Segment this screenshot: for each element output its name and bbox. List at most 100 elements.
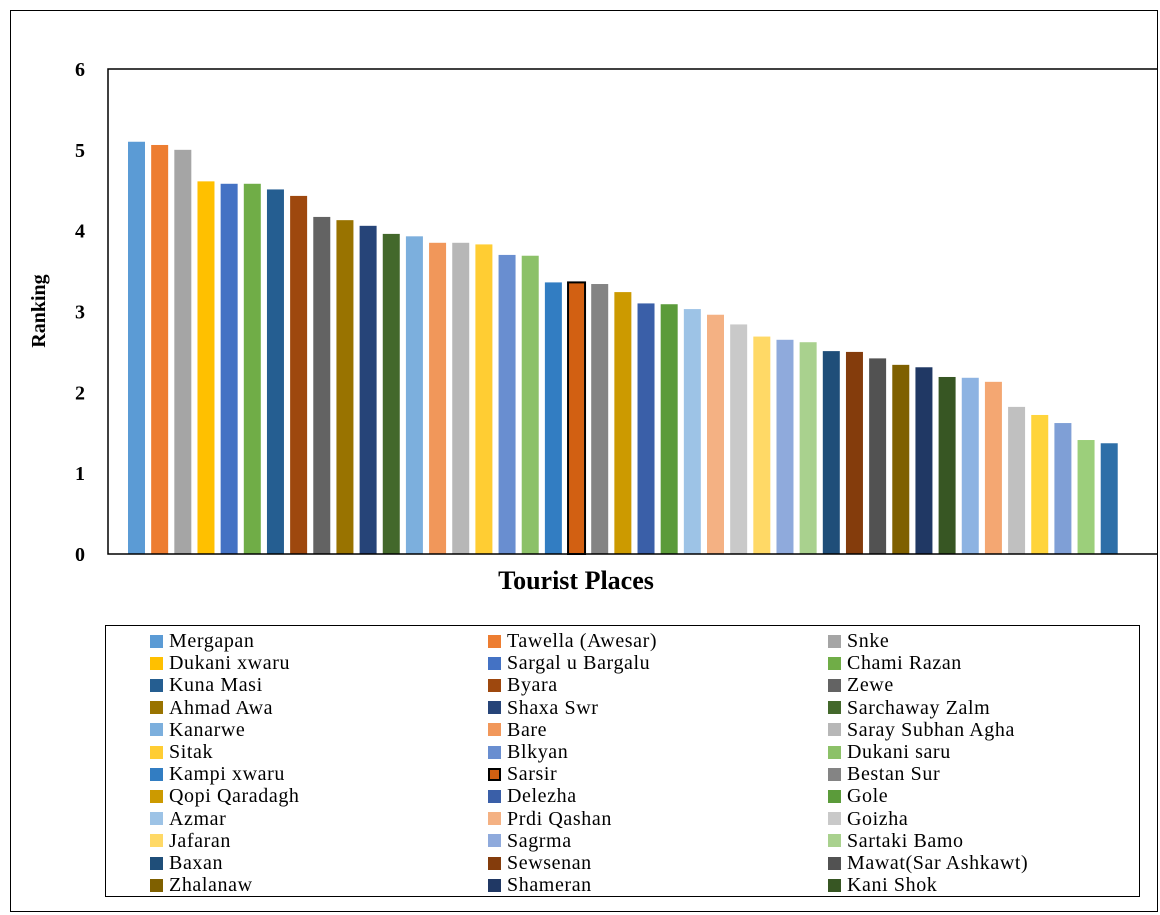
bar <box>382 233 400 554</box>
legend-swatch <box>488 834 501 848</box>
bar <box>475 244 493 554</box>
bar <box>938 376 956 554</box>
legend-item: Blkyan <box>488 741 568 763</box>
legend-label: Blkyan <box>507 741 569 763</box>
legend-item: Bestan Sur <box>828 763 940 785</box>
legend-label: Byara <box>507 674 558 697</box>
legend-item: Dukani xwaru <box>150 652 290 674</box>
legend-item: Ahmad Awa <box>150 697 273 719</box>
legend-swatch <box>828 834 841 848</box>
legend-swatch <box>828 701 841 715</box>
bar <box>637 303 655 554</box>
legend-swatch <box>488 656 501 670</box>
bar <box>567 281 587 555</box>
legend-label: Dukani saru <box>847 741 951 763</box>
legend-label: Kuna Masi <box>169 674 263 697</box>
x-axis-title: Tourist Places <box>498 566 654 595</box>
legend-item: Sarsir <box>488 763 557 785</box>
legend-item: Kanarwe <box>150 719 245 741</box>
legend-item: Dukani saru <box>828 741 951 763</box>
bar <box>452 242 470 555</box>
plot-area-border <box>107 68 1157 555</box>
legend-swatch <box>150 789 163 803</box>
legend-label: Jafaran <box>169 829 231 852</box>
bar <box>290 195 308 554</box>
bar <box>197 181 215 555</box>
legend-label: Sagrma <box>507 829 572 852</box>
legend-item: Mergapan <box>150 630 255 652</box>
y-tick-label: 2 <box>75 382 85 404</box>
bar-chart: 0 1 2 3 4 5 6 Tourist Places Ranking <box>28 59 1157 595</box>
bar <box>961 377 979 554</box>
legend-swatch <box>828 634 841 648</box>
legend-label: Azmar <box>169 807 227 830</box>
bar <box>869 358 887 554</box>
bar <box>429 242 447 555</box>
legend-label: Baxan <box>169 852 224 874</box>
legend-label: Snke <box>847 630 890 652</box>
y-tick-labels: 0 1 2 3 4 5 6 <box>75 59 85 566</box>
legend-label: Sartaki Bamo <box>847 829 964 852</box>
legend-item: Sitak <box>150 741 213 763</box>
legend-swatch <box>488 812 501 826</box>
legend-item: Baxan <box>150 852 223 874</box>
legend-swatch <box>150 745 163 759</box>
legend-item: Zhalanaw <box>150 874 253 896</box>
legend-label: Ahmad Awa <box>169 696 274 719</box>
legend-label: Kanarwe <box>169 718 246 741</box>
legend-swatch <box>150 856 163 870</box>
legend-swatch <box>488 878 501 892</box>
legend-item: Zewe <box>828 674 894 696</box>
legend-swatch <box>150 678 163 692</box>
legend-swatch <box>150 767 163 781</box>
legend-label: Sitak <box>169 741 214 763</box>
legend-label: Qopi Qaradagh <box>169 785 300 808</box>
legend-label: Gole <box>847 785 889 808</box>
legend-item: Kani Shok <box>828 874 937 896</box>
legend-label: Chami Razan <box>847 652 962 675</box>
bar <box>1008 406 1026 554</box>
legend-label: Kampi xwaru <box>169 763 286 786</box>
y-tick-label: 5 <box>75 140 85 162</box>
legend-swatch <box>150 812 163 826</box>
legend-swatch <box>150 656 163 670</box>
legend-item: Gole <box>828 785 888 807</box>
bar <box>313 216 331 554</box>
legend-item: Sartaki Bamo <box>828 830 964 852</box>
legend-label: Sargal u Bargalu <box>507 652 651 675</box>
y-tick-label: 6 <box>75 59 85 81</box>
legend-label: Bestan Sur <box>847 763 941 786</box>
legend-item: Prdi Qashan <box>488 808 612 830</box>
legend-item: Mawat(Sar Ashkawt) <box>828 852 1028 874</box>
bar <box>220 183 238 554</box>
bar <box>1054 423 1072 554</box>
legend: Mergapan Tawella (Awesar) Snke Dukani xwaru… <box>105 625 1140 897</box>
bar <box>892 364 910 554</box>
legend-swatch <box>150 634 163 648</box>
legend-label: Goizha <box>847 807 909 830</box>
bar <box>1077 440 1095 554</box>
legend-label: Delezha <box>507 785 577 808</box>
bar <box>498 254 516 555</box>
legend-label: Sewsenan <box>507 852 592 874</box>
legend-item: Sewsenan <box>488 852 592 874</box>
legend-swatch <box>828 745 841 759</box>
legend-label: Sarsir <box>507 763 558 786</box>
y-tick-label: 1 <box>75 463 85 485</box>
legend-item: Delezha <box>488 785 577 807</box>
bar <box>799 342 817 554</box>
legend-label: Prdi Qashan <box>507 807 612 830</box>
bar <box>544 282 562 554</box>
legend-item: Tawella (Awesar) <box>488 630 657 652</box>
legend-label: Zhalanaw <box>169 874 253 897</box>
legend-swatch <box>150 701 163 715</box>
legend-item: Bare <box>488 719 547 741</box>
y-axis-title: Ranking <box>28 274 50 347</box>
chart-frame: 0 1 2 3 4 5 6 Tourist Places Ranking Mergapan T… <box>10 10 1158 912</box>
legend-swatch <box>488 789 501 803</box>
legend-label: Shaxa Swr <box>507 696 599 719</box>
legend-swatch <box>488 745 501 759</box>
legend-item: Shameran <box>488 874 592 896</box>
legend-item: Jafaran <box>150 830 231 852</box>
bar <box>336 220 354 554</box>
